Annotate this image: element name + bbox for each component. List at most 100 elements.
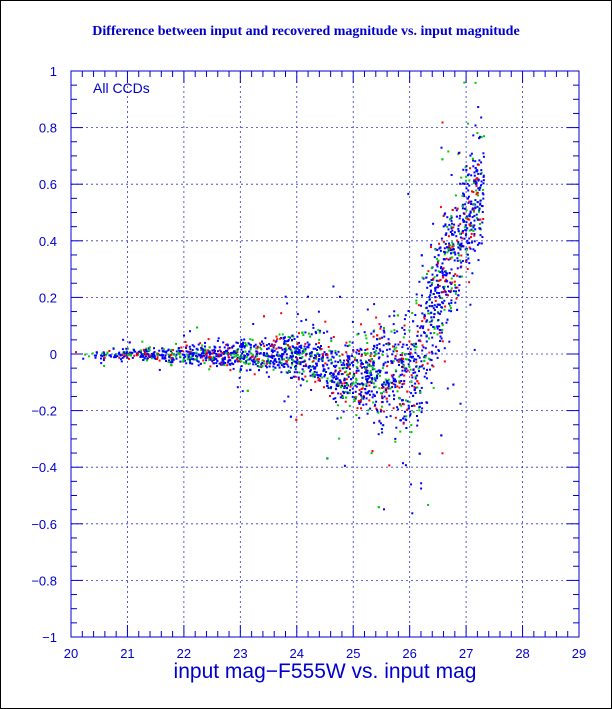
data-point — [273, 358, 276, 361]
data-point — [399, 430, 402, 433]
data-point — [430, 359, 433, 362]
data-point — [234, 359, 237, 362]
data-point — [426, 273, 428, 275]
data-point — [190, 350, 193, 353]
data-point — [304, 349, 307, 352]
data-point — [290, 352, 293, 355]
data-point — [393, 398, 395, 401]
data-point — [323, 375, 326, 378]
data-point — [153, 355, 156, 358]
data-point — [481, 205, 484, 208]
data-point — [202, 352, 205, 354]
data-point — [425, 306, 428, 309]
data-point — [433, 327, 436, 330]
data-point — [425, 377, 428, 380]
data-point — [443, 285, 446, 288]
data-point — [410, 380, 413, 383]
data-point — [381, 336, 384, 339]
data-point — [337, 361, 340, 364]
data-point — [477, 194, 479, 197]
data-point — [318, 353, 321, 356]
data-point — [190, 356, 193, 359]
data-point — [430, 320, 433, 323]
x-tick-label: 27 — [459, 646, 473, 661]
data-point — [334, 360, 337, 363]
data-point — [171, 351, 173, 354]
data-point — [436, 265, 439, 268]
data-point — [327, 359, 330, 362]
data-point — [393, 394, 396, 397]
data-point — [365, 403, 368, 406]
data-point — [376, 370, 379, 373]
data-point — [469, 210, 472, 213]
data-point — [298, 349, 301, 352]
data-point — [144, 355, 147, 358]
data-point — [474, 178, 477, 181]
data-point — [448, 242, 450, 245]
data-point — [434, 248, 437, 251]
data-point — [418, 405, 421, 408]
data-point — [423, 359, 426, 362]
data-point — [385, 391, 388, 394]
data-point — [402, 403, 405, 406]
data-point — [94, 356, 97, 359]
data-point — [273, 362, 276, 365]
data-point — [211, 360, 214, 363]
data-point — [151, 353, 154, 356]
data-point — [404, 353, 407, 355]
data-point — [435, 263, 438, 266]
data-point — [408, 400, 411, 403]
data-point — [310, 351, 313, 354]
data-point — [307, 365, 310, 368]
data-point — [324, 362, 327, 365]
data-point — [415, 361, 418, 364]
data-point — [454, 206, 457, 209]
data-point — [156, 358, 158, 360]
data-point — [441, 452, 444, 455]
data-point — [445, 293, 448, 296]
data-point — [452, 274, 455, 277]
data-point — [374, 403, 377, 406]
data-point — [235, 341, 238, 344]
data-point — [437, 283, 439, 286]
data-point — [233, 350, 235, 353]
data-point — [287, 395, 290, 398]
data-point — [368, 363, 371, 366]
data-point — [158, 353, 161, 356]
data-point — [280, 356, 283, 359]
data-point — [432, 222, 435, 225]
data-point — [356, 333, 359, 336]
data-point — [184, 355, 187, 358]
data-point — [437, 254, 440, 257]
data-point — [465, 221, 468, 224]
data-point — [444, 280, 447, 283]
data-point — [135, 353, 138, 356]
data-point — [414, 377, 417, 380]
data-point — [290, 376, 293, 379]
data-point — [220, 354, 223, 357]
data-point — [415, 345, 418, 348]
data-point — [463, 207, 466, 210]
data-point — [393, 348, 396, 351]
data-point — [243, 338, 246, 341]
data-point — [184, 341, 187, 343]
data-point — [253, 361, 256, 364]
data-point — [343, 377, 346, 380]
data-point — [386, 379, 389, 382]
data-point — [435, 279, 438, 282]
data-point — [382, 329, 385, 332]
data-point — [251, 353, 254, 356]
data-point — [95, 351, 98, 354]
data-point — [465, 260, 467, 263]
data-point — [475, 169, 478, 172]
data-point — [286, 371, 289, 374]
data-point — [347, 375, 350, 378]
data-point — [460, 245, 463, 247]
data-point — [243, 357, 246, 359]
data-point — [452, 226, 455, 229]
data-point — [404, 314, 407, 317]
data-point — [441, 328, 444, 331]
data-point — [347, 361, 350, 364]
data-point — [391, 386, 394, 389]
data-point — [441, 340, 444, 343]
